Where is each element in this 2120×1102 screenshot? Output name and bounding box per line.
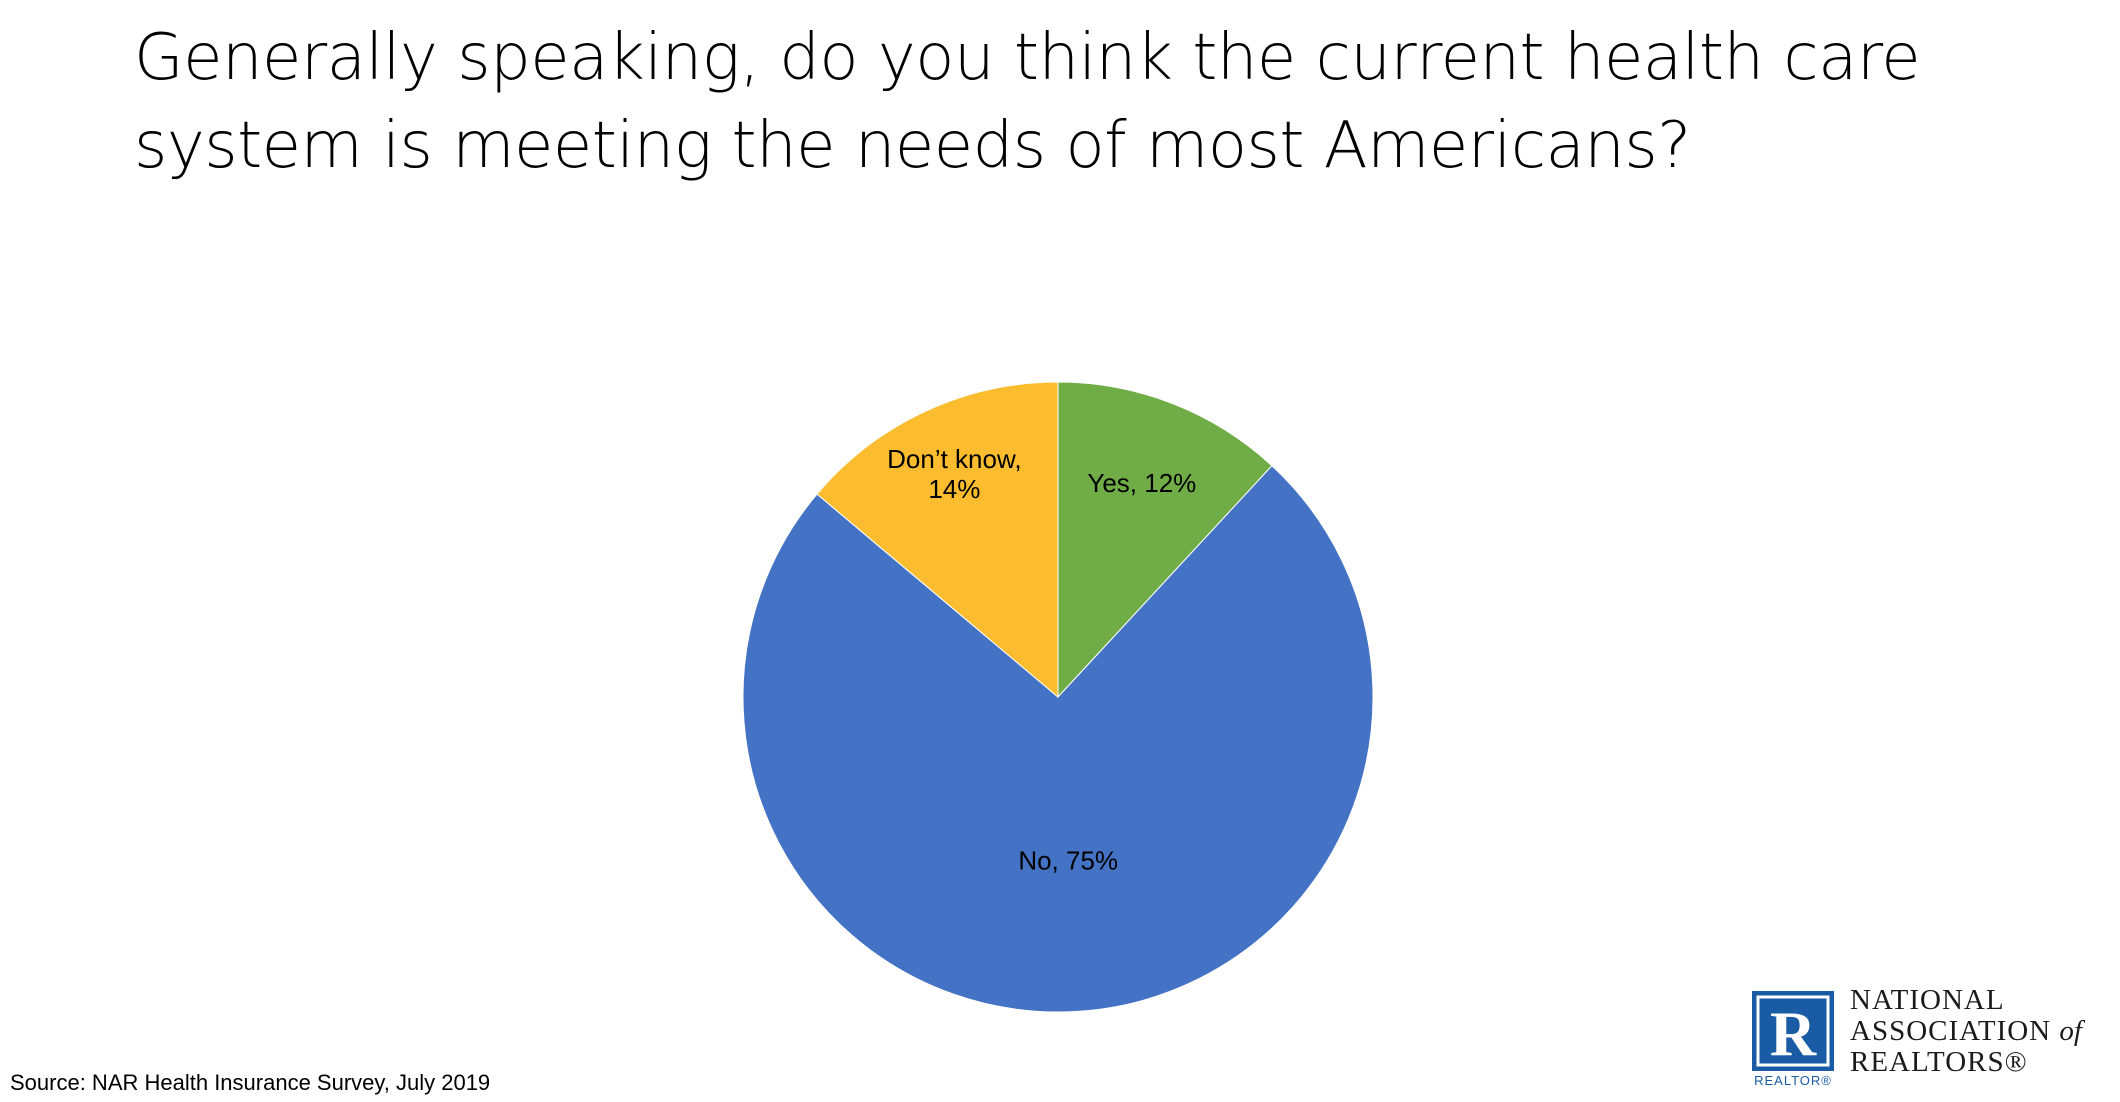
slide-title: Generally speaking, do you think the cur…: [134, 14, 2034, 190]
realtor-r-letter: R: [1770, 998, 1817, 1069]
pie-label-yes: Yes, 12%: [1087, 468, 1196, 498]
nar-wordmark-line-3: REALTORS®: [1850, 1046, 2028, 1078]
nar-wordmark-association: ASSOCIATION: [1850, 1015, 2052, 1047]
slide-title-line-2: system is meeting the needs of most Amer…: [134, 109, 1691, 183]
slide-title-line-1: Generally speaking, do you think the cur…: [134, 21, 1921, 95]
realtor-r-mark-icon: R: [1752, 991, 1834, 1071]
nar-wordmark-line-1: NATIONAL: [1850, 984, 2005, 1016]
nar-wordmark: NATIONAL ASSOCIATION of REALTORS®: [1850, 985, 2082, 1078]
pie-label-don-t-know: Don’t know, 14%: [887, 444, 1021, 504]
pie-slice-don-t-know: [816, 381, 1059, 699]
nar-wordmark-of: of: [2059, 1015, 2082, 1047]
pie-label-no: No, 75%: [1018, 845, 1118, 875]
realtor-mark-caption: REALTOR®: [1754, 1073, 1832, 1088]
pie-slice-no: [742, 465, 1374, 1013]
nar-logo: R REALTOR® NATIONAL ASSOCIATION of REALT…: [1752, 985, 2112, 1095]
pie-slice-yes: [1057, 381, 1273, 699]
source-note: Source: NAR Health Insurance Survey, Jul…: [10, 1070, 491, 1095]
nar-wordmark-line-2: ASSOCIATION of: [1850, 1016, 2082, 1047]
